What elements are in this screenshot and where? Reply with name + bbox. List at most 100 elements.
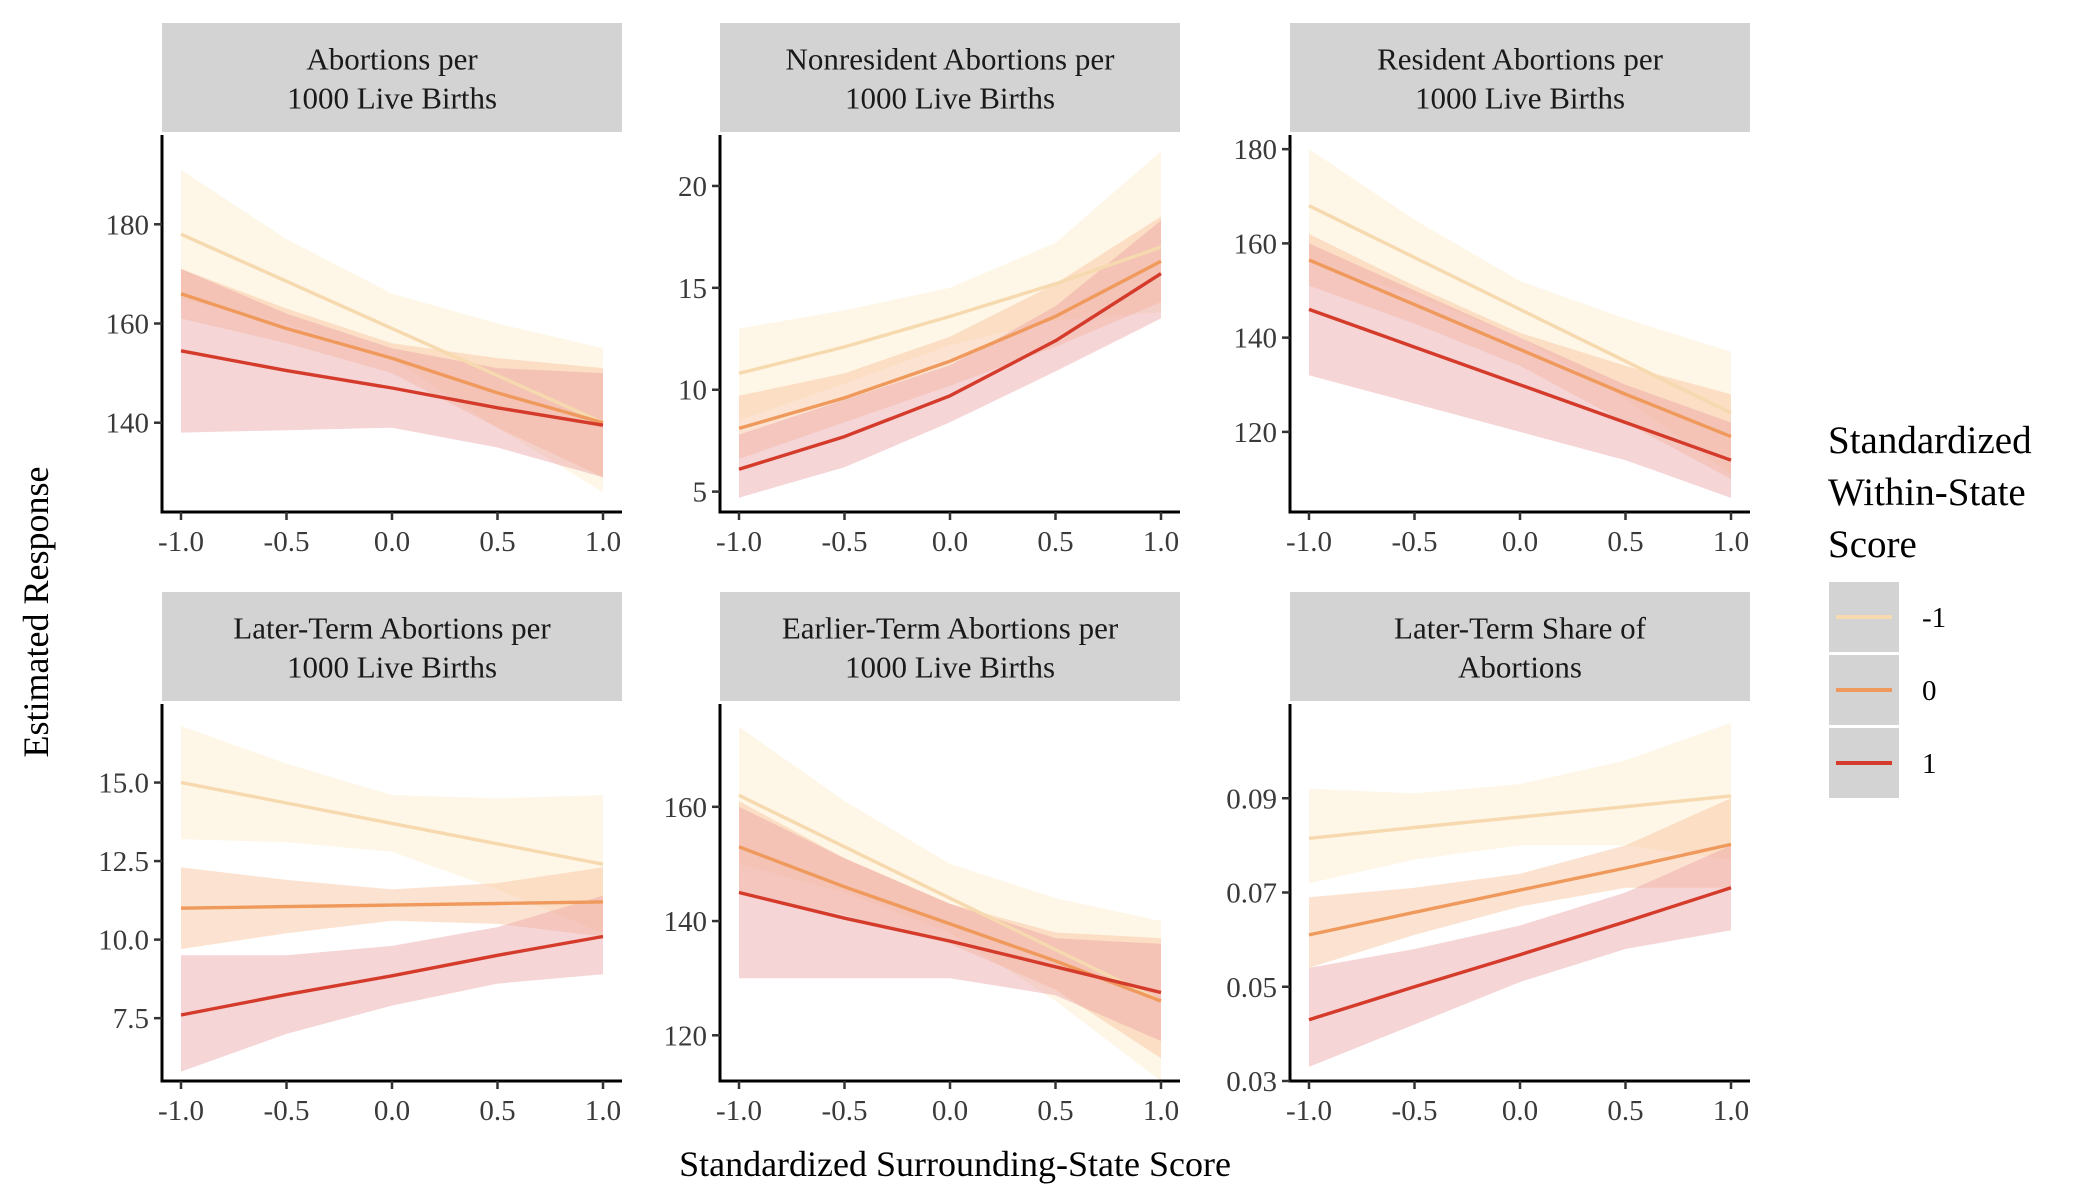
series-line-0 <box>1308 258 1732 439</box>
legend-title-line: Standardized <box>1828 419 2032 462</box>
confidence-band-0 <box>181 867 603 950</box>
y-tick-label: 12.5 <box>98 846 149 878</box>
confidence-band-1 <box>181 726 603 934</box>
x-tick-label: 0.5 <box>1037 526 1073 558</box>
confidence-band-1 <box>1309 243 1731 498</box>
y-tick-label: 20 <box>678 171 707 203</box>
y-tick-label: 140 <box>106 408 150 440</box>
series-line-1 <box>738 245 1162 376</box>
x-tick-label: -1.0 <box>716 1095 762 1127</box>
y-tick-label: 15 <box>678 273 707 305</box>
y-tick-label: 10 <box>678 375 707 407</box>
facet-strip <box>162 23 622 132</box>
facet-panel-6: Later-Term Share of Abortions 0.03 0.05 0.07… <box>1226 592 1750 1127</box>
facet-strip <box>1290 23 1750 132</box>
series-line-1 <box>1308 886 1732 1022</box>
facet-title-line: Abortions <box>1458 650 1582 685</box>
x-tick-label: -1.0 <box>1286 1095 1332 1127</box>
x-tick-label: 0.0 <box>932 1095 968 1127</box>
legend-title-line: Score <box>1828 523 1917 566</box>
facet-strip <box>162 592 622 701</box>
y-tick-label: 0.07 <box>1226 878 1277 910</box>
series-line-0 <box>738 259 1162 431</box>
series-line-1 <box>180 780 604 866</box>
facet-panel-2: Nonresident Abortions per 1000 Live Birth… <box>678 23 1180 558</box>
series-line-1 <box>1308 307 1732 462</box>
y-tick-label: 0.09 <box>1226 783 1277 815</box>
confidence-band-0 <box>1309 798 1731 968</box>
facet-panel-5: Earlier-Term Abortions per 1000 Live Birt… <box>664 592 1180 1127</box>
y-tick-label: 120 <box>1234 417 1278 449</box>
y-tick-label: 7.5 <box>113 1003 149 1035</box>
series-line-0 <box>180 900 604 910</box>
x-tick-label: -0.5 <box>822 1095 868 1127</box>
x-tick-label: 0.5 <box>479 526 515 558</box>
confidence-band-1 <box>739 726 1161 1081</box>
facet-strip <box>1290 592 1750 701</box>
y-tick-label: 180 <box>106 209 150 241</box>
x-tick-label: 0.5 <box>1037 1095 1073 1127</box>
series-line-1 <box>738 890 1162 995</box>
facet-title-line: 1000 Live Births <box>287 81 497 116</box>
x-tick-label: -0.5 <box>822 526 868 558</box>
confidence-band-0 <box>1309 234 1731 479</box>
x-tick-label: 0.0 <box>932 526 968 558</box>
facet-panel-4: Later-Term Abortions per 1000 Live Births… <box>98 592 622 1127</box>
confidence-band-0 <box>739 801 1161 1059</box>
legend-title-line: Within-State <box>1828 471 2026 514</box>
legend-label: -1 <box>1922 602 1946 634</box>
y-tick-label: 120 <box>664 1020 708 1052</box>
facet-strip <box>720 592 1180 701</box>
x-tick-label: 0.0 <box>374 1095 410 1127</box>
series-line-1 <box>1308 794 1732 840</box>
y-tick-label: 160 <box>1234 228 1278 260</box>
facet-title-line: Resident Abortions per <box>1377 42 1664 77</box>
x-tick-label: 1.0 <box>1143 1095 1179 1127</box>
facet-title-line: 1000 Live Births <box>845 81 1055 116</box>
x-tick-label: -0.5 <box>1392 526 1438 558</box>
x-tick-label: 1.0 <box>585 526 621 558</box>
x-tick-label: -1.0 <box>158 526 204 558</box>
x-tick-label: -1.0 <box>158 1095 204 1127</box>
x-tick-label: 0.0 <box>1502 1095 1538 1127</box>
x-tick-label: -0.5 <box>264 526 310 558</box>
series-line-0 <box>180 292 604 425</box>
y-tick-label: 140 <box>664 906 708 938</box>
facet-panel-3: Resident Abortions per 1000 Live Births 12… <box>1234 23 1750 558</box>
x-tick-label: -0.5 <box>264 1095 310 1127</box>
confidence-band-1 <box>739 220 1161 498</box>
y-tick-label: 140 <box>1234 323 1278 355</box>
series-line-1 <box>180 232 604 425</box>
x-tick-label: 1.0 <box>1713 526 1749 558</box>
facet-panels: Abortions per 1000 Live Births 140 160 180 -1… <box>98 23 1750 1127</box>
facet-strip <box>720 23 1180 132</box>
y-tick-label: 10.0 <box>98 925 149 957</box>
x-tick-label: 1.0 <box>1713 1095 1749 1127</box>
y-tick-label: 180 <box>1234 134 1278 166</box>
legend-label: 1 <box>1922 748 1937 780</box>
facet-title-line: Later-Term Abortions per <box>233 611 551 646</box>
x-axis-title: Standardized Surrounding-State Score <box>679 1144 1231 1184</box>
x-tick-label: 0.5 <box>1607 1095 1643 1127</box>
x-tick-label: 0.0 <box>374 526 410 558</box>
y-tick-label: 15.0 <box>98 768 149 800</box>
series-line-0 <box>1308 842 1732 937</box>
series-line-1 <box>180 934 604 1017</box>
series-line-1 <box>738 793 1162 1003</box>
x-tick-label: 1.0 <box>585 1095 621 1127</box>
confidence-band-1 <box>181 268 603 478</box>
y-tick-label: 160 <box>664 792 708 824</box>
facet-title-line: Later-Term Share of <box>1394 611 1647 646</box>
x-tick-label: 0.5 <box>479 1095 515 1127</box>
confidence-band-1 <box>1309 722 1731 884</box>
confidence-band-1 <box>739 151 1161 421</box>
legend: Standardized Within-State Score -1 0 1 <box>1828 419 2032 798</box>
x-tick-label: -0.5 <box>1392 1095 1438 1127</box>
x-tick-label: -1.0 <box>1286 526 1332 558</box>
x-tick-label: 0.5 <box>1607 526 1643 558</box>
y-tick-label: 160 <box>106 309 150 341</box>
series-line-1 <box>738 272 1162 471</box>
facet-title-line: 1000 Live Births <box>845 650 1055 685</box>
confidence-band-1 <box>181 169 603 493</box>
